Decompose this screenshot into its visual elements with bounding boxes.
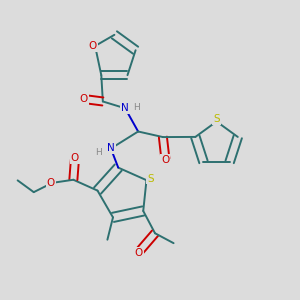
Text: S: S [147,174,154,184]
Text: O: O [88,41,97,51]
Text: N: N [107,143,115,153]
Text: S: S [213,114,220,124]
Text: O: O [71,153,79,163]
Text: O: O [80,94,88,104]
Text: O: O [46,178,55,188]
Text: H: H [133,103,140,112]
Text: H: H [95,148,102,157]
Text: O: O [134,248,143,258]
Text: N: N [121,103,129,113]
Text: O: O [161,155,169,165]
